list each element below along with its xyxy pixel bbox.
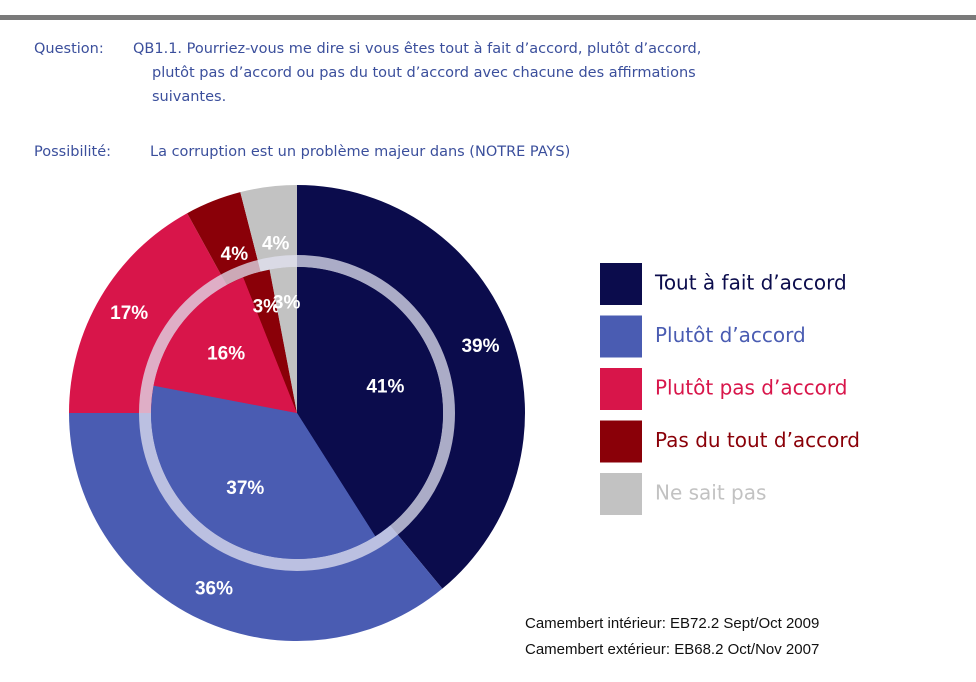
- top-rule: [0, 15, 976, 20]
- legend-swatch: [600, 473, 642, 515]
- data-label: 41%: [366, 376, 404, 397]
- data-label: 16%: [207, 343, 245, 364]
- question-label: Question:: [34, 41, 104, 57]
- possibility-label: Possibilité:: [34, 144, 111, 160]
- data-label: 36%: [195, 578, 233, 599]
- possibility: La corruption est un problème majeur dan…: [150, 144, 570, 160]
- data-label: 39%: [461, 336, 499, 357]
- legend-label: Plutôt d’accord: [655, 323, 806, 347]
- legend-label: Pas du tout d’accord: [655, 428, 860, 452]
- legend-swatch: [600, 368, 642, 410]
- legend-swatch: [600, 263, 642, 305]
- note: Camembert extérieur: EB68.2 Oct/Nov 2007: [525, 641, 819, 658]
- note: Camembert intérieur: EB72.2 Sept/Oct 200…: [525, 615, 819, 632]
- question: QB1.1. Pourriez-vous me dire si vous ête…: [133, 41, 701, 57]
- legend-swatch: [600, 315, 642, 358]
- pie-slice: [297, 267, 443, 537]
- question: plutôt pas d’accord ou pas du tout d’acc…: [152, 65, 696, 81]
- pie-slice: [153, 277, 297, 413]
- pie-slice: [269, 267, 297, 413]
- legend-label: Plutôt pas d’accord: [655, 376, 847, 400]
- question: suivantes.: [152, 89, 226, 105]
- pie-slice: [243, 269, 297, 413]
- data-label: 4%: [221, 244, 249, 265]
- data-label: 17%: [110, 303, 148, 324]
- data-label: 3%: [273, 293, 301, 314]
- legend-label: Tout à fait d’accord: [654, 271, 847, 295]
- data-label: 37%: [226, 478, 264, 499]
- pie-slice: [151, 385, 376, 559]
- legend-label: Ne sait pas: [655, 481, 766, 505]
- legend-swatch: [600, 420, 642, 463]
- data-label: 3%: [253, 296, 281, 317]
- data-label: 4%: [262, 233, 290, 254]
- ring: [139, 255, 455, 571]
